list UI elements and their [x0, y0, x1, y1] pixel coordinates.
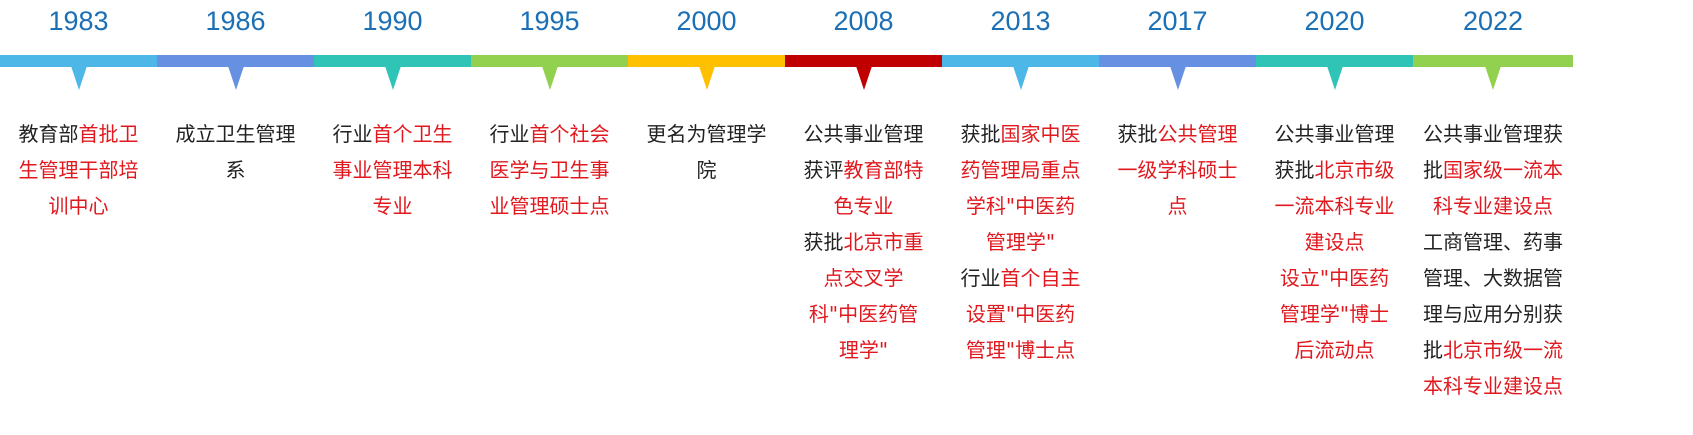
timeline-event-1986: 1986 成立卫生管理系 — [157, 0, 314, 435]
event-description: 获批公共管理一级学科硕士点 — [1114, 116, 1242, 224]
timeline-event-1995: 1995 行业首个社会医学与卫生事业管理硕士点 — [471, 0, 628, 435]
timeline-event-2017: 2017 获批公共管理一级学科硕士点 — [1099, 0, 1256, 435]
event-description: 公共事业管理获批北京市级一流本科专业建设点 设立"中医药管理学"博士后流动点 — [1271, 116, 1399, 368]
plain-text: 公共事业管理获批 — [1423, 122, 1563, 182]
description-paragraph: 行业首个社会医学与卫生事业管理硕士点 — [486, 116, 614, 224]
event-year: 1995 — [519, 6, 580, 36]
pointer-triangle-icon — [1169, 66, 1186, 90]
plain-text: 工商管理、药事管理、大数据管理与应用分别获批 — [1423, 230, 1563, 362]
plain-text: 获批 — [960, 122, 1001, 146]
timeline-event-2000: 2000 更名为管理学院 — [628, 0, 785, 435]
plain-text: 公共事业管理获批 — [1274, 122, 1395, 182]
event-year: 1986 — [205, 6, 266, 36]
timeline-bar-segment — [1413, 55, 1573, 67]
pointer-triangle-icon — [855, 66, 872, 90]
timeline-bar-segment — [0, 55, 157, 67]
highlighted-text: 首个社会医学与卫生事业管理硕士点 — [489, 122, 610, 218]
event-year: 2020 — [1304, 6, 1365, 36]
description-paragraph: 教育部首批卫生管理干部培训中心 — [15, 116, 143, 224]
timeline-event-1983: 1983 教育部首批卫生管理干部培训中心 — [0, 0, 157, 435]
event-year: 1990 — [362, 6, 423, 36]
event-description: 行业首个卫生事业管理本科专业 — [329, 116, 457, 224]
highlighted-text: 教育部特色专业 — [833, 158, 924, 218]
event-description: 公共事业管理获评教育部特色专业 获批北京市重点交叉学科"中医药管理学" — [800, 116, 928, 368]
timeline-bar-segment — [1256, 55, 1413, 67]
event-year: 2017 — [1147, 6, 1208, 36]
timeline-event-2013: 2013 获批国家中医药管理局重点学科"中医药管理学" 行业首个自主设置"中医药管理… — [942, 0, 1099, 435]
timeline-bar-segment — [1099, 55, 1256, 67]
description-paragraph: 获批国家中医药管理局重点学科"中医药管理学" — [957, 116, 1085, 260]
highlighted-text: 北京市重点交叉学科"中医药管理学" — [808, 230, 924, 362]
description-paragraph: 公共事业管理获批北京市级一流本科专业建设点 — [1271, 116, 1399, 260]
pointer-triangle-icon — [541, 66, 558, 90]
description-paragraph: 工商管理、药事管理、大数据管理与应用分别获批北京市级一流本科专业建设点 — [1422, 224, 1564, 404]
description-paragraph: 设立"中医药管理学"博士后流动点 — [1271, 260, 1399, 368]
plain-text: 教育部 — [18, 122, 79, 146]
pointer-triangle-icon — [1485, 66, 1501, 90]
plain-text: 行业 — [489, 122, 530, 146]
highlighted-text: 北京市级一流本科专业建设点 — [1423, 338, 1563, 398]
pointer-triangle-icon — [227, 66, 244, 90]
pointer-triangle-icon — [1012, 66, 1029, 90]
event-year: 2022 — [1462, 6, 1524, 36]
description-paragraph: 获批北京市重点交叉学科"中医药管理学" — [800, 224, 928, 368]
highlighted-text: 北京市级一流本科专业建设点 — [1274, 158, 1395, 254]
description-paragraph: 行业首个自主设置"中医药管理"博士点 — [957, 260, 1085, 368]
highlighted-text: 首批卫生管理干部培训中心 — [18, 122, 139, 218]
description-paragraph: 公共事业管理获评教育部特色专业 — [800, 116, 928, 224]
timeline-event-2022: 2022 公共事业管理获批国家级一流本科专业建设点 工商管理、药事管理、大数据管理与… — [1413, 0, 1573, 435]
timeline-bar-segment — [471, 55, 628, 67]
description-paragraph: 行业首个卫生事业管理本科专业 — [329, 116, 457, 224]
highlighted-text: 首个卫生事业管理本科专业 — [332, 122, 453, 218]
timeline-bar-segment — [785, 55, 942, 67]
description-paragraph: 公共事业管理获批国家级一流本科专业建设点 — [1422, 116, 1564, 224]
highlighted-text: 国家级一流本科专业建设点 — [1433, 158, 1563, 218]
event-description: 获批国家中医药管理局重点学科"中医药管理学" 行业首个自主设置"中医药管理"博士点 — [957, 116, 1085, 368]
highlighted-text: 首个自主设置"中医药管理"博士点 — [965, 266, 1081, 362]
timeline-bar-segment — [942, 55, 1099, 67]
timeline-bar-segment — [314, 55, 471, 67]
highlighted-text: 公共管理一级学科硕士点 — [1117, 122, 1238, 218]
pointer-triangle-icon — [1326, 66, 1343, 90]
pointer-triangle-icon — [70, 66, 87, 90]
timeline-event-2008: 2008 公共事业管理获评教育部特色专业 获批北京市重点交叉学科"中医药管理学" — [785, 0, 942, 435]
plain-text: 行业 — [960, 266, 1001, 290]
event-year: 2000 — [676, 6, 737, 36]
plain-text: 更名为管理学院 — [646, 122, 767, 182]
timeline-event-1990: 1990 行业首个卫生事业管理本科专业 — [314, 0, 471, 435]
event-description: 成立卫生管理系 — [172, 116, 300, 188]
pointer-triangle-icon — [698, 66, 715, 90]
event-description: 教育部首批卫生管理干部培训中心 — [15, 116, 143, 224]
plain-text: 获批 — [803, 230, 844, 254]
highlighted-text: 设立"中医药管理学"博士后流动点 — [1279, 266, 1390, 362]
plain-text: 获批 — [1117, 122, 1158, 146]
pointer-triangle-icon — [384, 66, 401, 90]
description-paragraph: 获批公共管理一级学科硕士点 — [1114, 116, 1242, 224]
plain-text: 成立卫生管理系 — [175, 122, 296, 182]
description-paragraph: 更名为管理学院 — [643, 116, 771, 188]
event-description: 公共事业管理获批国家级一流本科专业建设点 工商管理、药事管理、大数据管理与应用分别… — [1422, 116, 1564, 404]
plain-text: 行业 — [332, 122, 373, 146]
event-year: 2008 — [833, 6, 894, 36]
timeline-bar-segment — [628, 55, 785, 67]
description-paragraph: 成立卫生管理系 — [172, 116, 300, 188]
event-year: 1983 — [48, 6, 109, 36]
event-year: 2013 — [990, 6, 1051, 36]
event-description: 行业首个社会医学与卫生事业管理硕士点 — [486, 116, 614, 224]
timeline-event-2020: 2020 公共事业管理获批北京市级一流本科专业建设点 设立"中医药管理学"博士后流动… — [1256, 0, 1413, 435]
plain-text: 公共事业管理获评 — [803, 122, 924, 182]
timeline-bar-segment — [157, 55, 314, 67]
highlighted-text: 国家中医药管理局重点学科"中医药管理学" — [960, 122, 1081, 254]
event-description: 更名为管理学院 — [643, 116, 771, 188]
